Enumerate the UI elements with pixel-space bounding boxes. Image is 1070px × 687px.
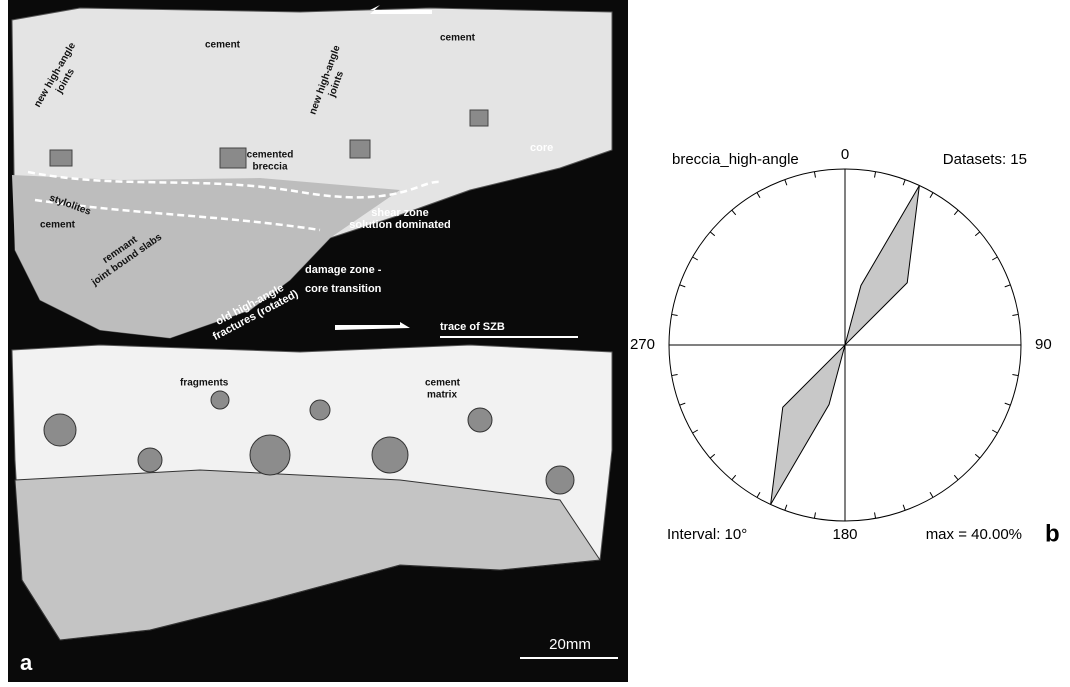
annotation-line: shear zone	[371, 207, 428, 219]
rim-tick	[757, 492, 760, 497]
fragment	[350, 140, 370, 158]
fragment	[546, 466, 574, 494]
annotation: cement	[440, 33, 476, 44]
annotation-line: cemented	[247, 150, 294, 161]
rim-tick	[875, 172, 876, 178]
datasets-label: Datasets: 15	[943, 151, 1027, 168]
rim-tick	[710, 454, 715, 458]
fragment	[44, 414, 76, 446]
interval-label: Interval: 10°	[667, 526, 747, 543]
annotation-line: trace of SZB	[440, 321, 505, 333]
fragment	[250, 435, 290, 475]
rim-tick	[732, 210, 736, 215]
rim-tick	[954, 475, 958, 480]
fragment	[310, 400, 330, 420]
rim-tick	[1012, 314, 1018, 315]
annotation-line: cement	[425, 378, 461, 389]
rim-tick	[975, 454, 980, 458]
rim-tick	[930, 492, 933, 497]
annotation: trace of SZB	[440, 321, 505, 333]
fragment	[372, 437, 408, 473]
rim-tick	[1005, 285, 1011, 287]
rim-tick	[672, 375, 678, 376]
annotation-line: cement	[205, 40, 241, 51]
annotation-line: cement	[40, 220, 76, 231]
rim-tick	[680, 403, 686, 405]
rim-tick	[992, 430, 997, 433]
rim-tick	[954, 210, 958, 215]
annotation-line: breccia	[252, 162, 287, 173]
figure: 20mm a cementcementnew high-anglejointsn…	[0, 0, 1070, 682]
panel-letter: b	[1045, 520, 1060, 547]
rim-tick	[875, 512, 876, 518]
rim-tick	[693, 257, 698, 260]
rim-tick	[903, 180, 905, 186]
fragment	[220, 148, 246, 168]
rim-tick	[1005, 403, 1011, 405]
rim-tick	[693, 430, 698, 433]
angle-tick-label: 270	[630, 336, 655, 353]
rim-tick	[785, 180, 787, 186]
annotation: cement	[40, 220, 76, 231]
annotation-line: damage zone -	[305, 264, 382, 276]
fragment	[138, 448, 162, 472]
panel-letter: a	[20, 650, 33, 675]
rim-tick	[903, 505, 905, 511]
rim-tick	[814, 512, 815, 518]
fragment	[50, 150, 72, 166]
rim-tick	[785, 505, 787, 511]
rim-tick	[710, 232, 715, 236]
rose-title: breccia_high-angle	[672, 151, 799, 168]
max-label: max = 40.00%	[926, 526, 1022, 543]
annotation: core	[530, 142, 553, 154]
annotation-line: core transition	[305, 283, 382, 295]
fragment	[211, 391, 229, 409]
annotation-line: fragments	[180, 378, 229, 389]
annotation-line: solution dominated	[349, 219, 450, 231]
angle-tick-label: 90	[1035, 336, 1052, 353]
rose-panel: 0 90 180 270 breccia_high-angle Datasets: 15 I…	[630, 146, 1060, 547]
rim-tick	[975, 232, 980, 236]
rim-tick	[732, 475, 736, 480]
rim-tick	[992, 257, 997, 260]
fragment	[470, 110, 488, 126]
rim-tick	[1012, 375, 1018, 376]
angle-tick-label: 180	[832, 526, 857, 543]
rim-tick	[672, 314, 678, 315]
scale-label: 20mm	[549, 636, 591, 653]
rose-petal	[845, 185, 919, 345]
rim-tick	[814, 172, 815, 178]
rim-tick	[680, 285, 686, 287]
fragment	[468, 408, 492, 432]
rim-tick	[757, 193, 760, 198]
annotation-line: matrix	[427, 390, 457, 401]
angle-tick-label: 0	[841, 146, 849, 163]
rose-petal	[771, 345, 845, 505]
annotation-line: cement	[440, 33, 476, 44]
annotation: cement	[205, 40, 241, 51]
rim-tick	[930, 193, 933, 198]
annotation-line: core	[530, 142, 553, 154]
